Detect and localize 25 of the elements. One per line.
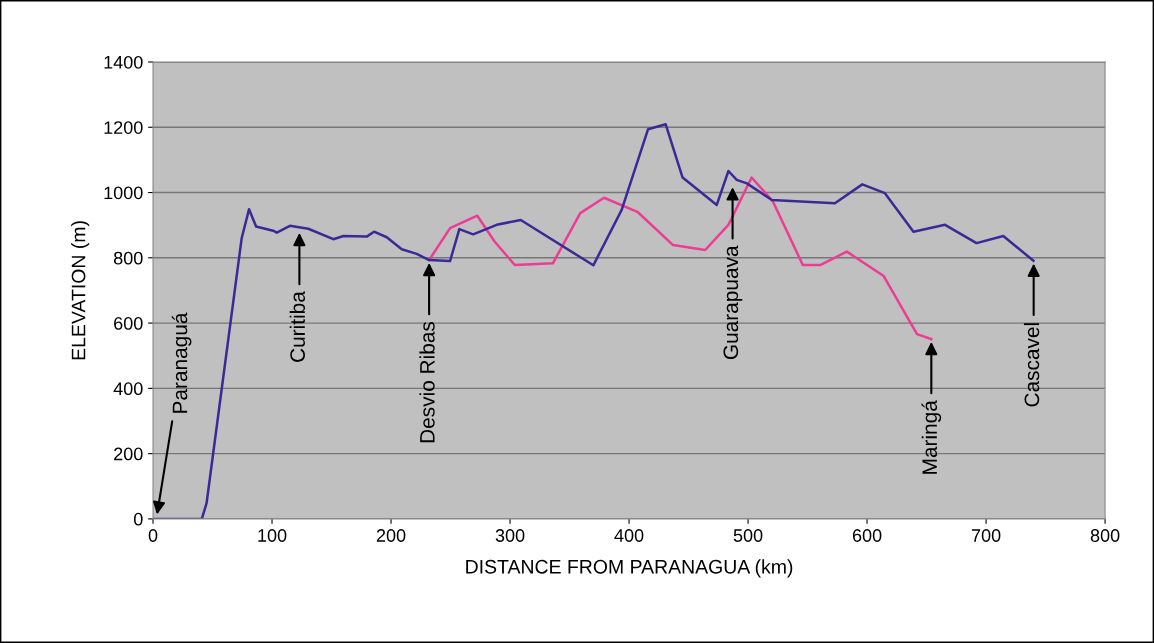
x-tick-label: 800 xyxy=(1090,529,1120,542)
x-tick-label: 600 xyxy=(852,529,882,542)
annotation: Maringá xyxy=(921,400,942,474)
x-tick-label: 400 xyxy=(614,529,644,542)
x-tick-label: 200 xyxy=(376,529,406,542)
y-tick-label: 400 xyxy=(113,382,143,396)
y-tick-label: 200 xyxy=(114,447,143,461)
y-tick-label: 0 xyxy=(133,512,143,526)
y-tick-label: 1200 xyxy=(104,121,143,134)
annotation: Cascavel xyxy=(1023,323,1040,407)
annotation: Guarapuava xyxy=(723,245,743,360)
x-axis-title: DISTANCE FROM PARANAGUA (km) xyxy=(466,559,793,578)
annotation: Curitiba xyxy=(289,291,305,362)
x-tick-label: 0 xyxy=(148,529,158,542)
annotation: Paranaguá xyxy=(171,312,192,413)
y-tick-label: 1000 xyxy=(104,186,143,200)
y-tick-label: 800 xyxy=(113,251,143,265)
y-tick-label: 600 xyxy=(114,317,143,330)
y-axis-title: ELEVATION (m) xyxy=(71,221,90,360)
x-tick-label: 700 xyxy=(971,529,1001,542)
x-tick-label: 100 xyxy=(258,529,287,542)
x-tick-label: 300 xyxy=(495,529,525,542)
y-tick-label: 1400 xyxy=(104,55,143,69)
annotation: Desvio Ribas xyxy=(419,321,435,443)
x-tick-label: 500 xyxy=(733,529,763,542)
